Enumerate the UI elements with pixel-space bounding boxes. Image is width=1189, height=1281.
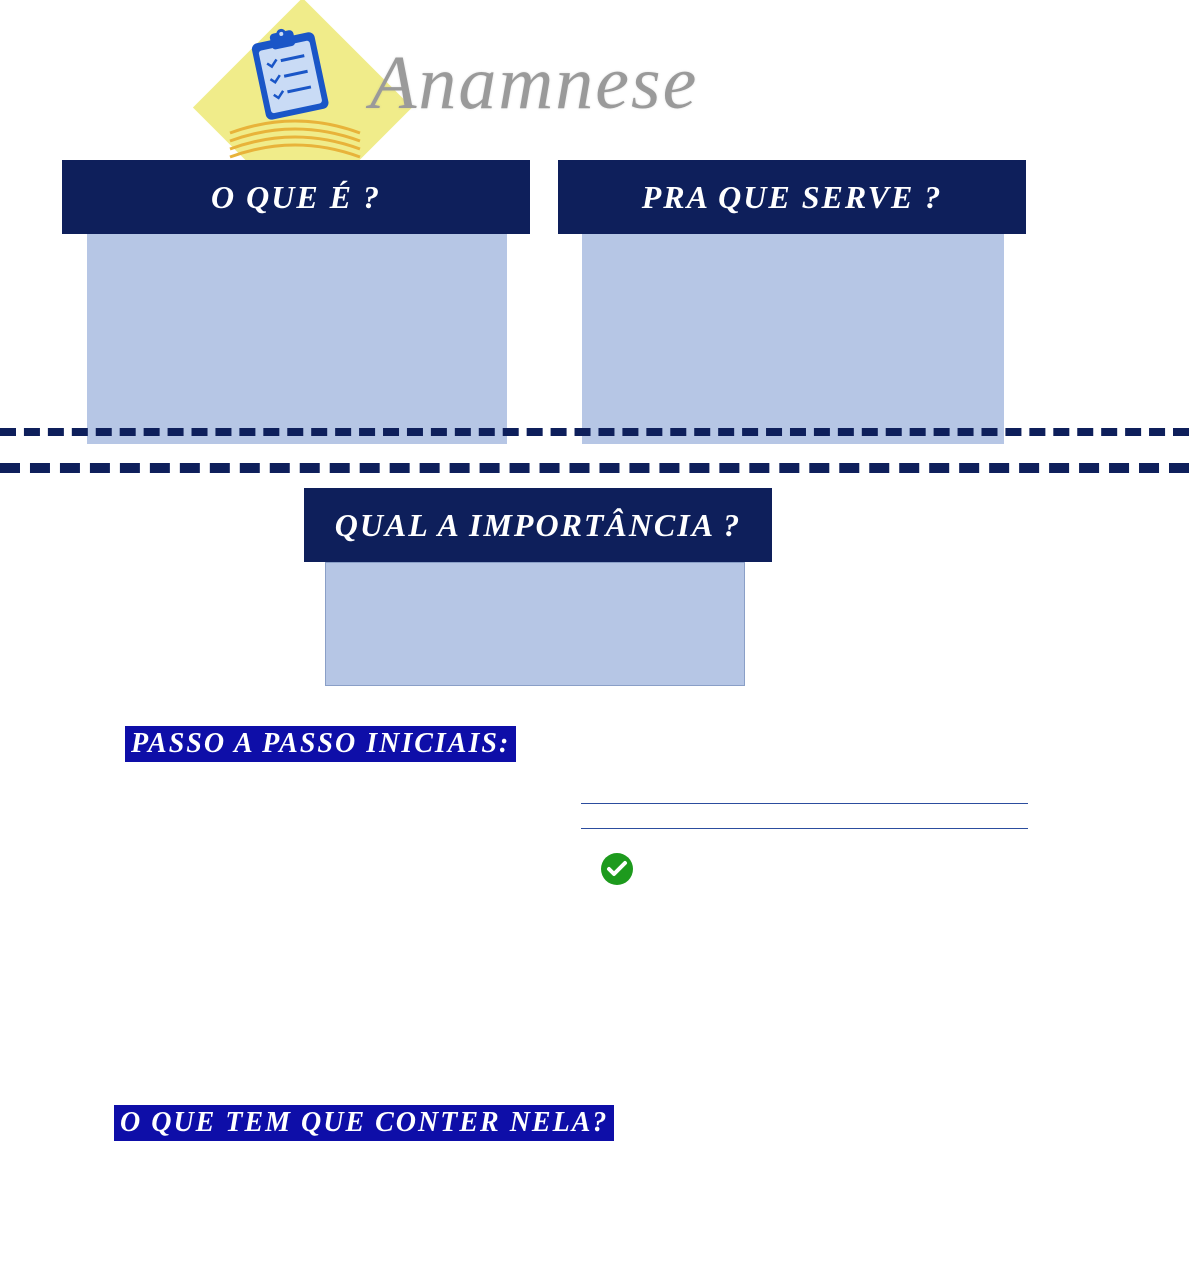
header-what-for: PRA QUE SERVE ? bbox=[558, 160, 1026, 234]
header-what-for-label: PRA QUE SERVE ? bbox=[642, 179, 943, 216]
underline-1 bbox=[581, 803, 1028, 804]
header-importance-label: QUAL A IMPORTÂNCIA ? bbox=[335, 507, 742, 544]
steps-label: PASSO A PASSO INICIAIS: bbox=[125, 726, 516, 762]
header-importance: QUAL A IMPORTÂNCIA ? bbox=[304, 488, 772, 562]
header-what-is: O QUE É ? bbox=[62, 160, 530, 234]
content-what-is bbox=[87, 234, 507, 444]
content-what-for bbox=[582, 234, 1004, 444]
divider-dash-2 bbox=[0, 463, 1189, 473]
logo-area: Anamnese bbox=[195, 0, 745, 165]
logo-arc-icon bbox=[225, 115, 365, 165]
underline-2 bbox=[581, 828, 1028, 829]
check-icon bbox=[600, 852, 634, 891]
divider-dash-1 bbox=[0, 428, 1189, 436]
content-importance bbox=[325, 562, 745, 686]
main-title: Anamnese bbox=[370, 40, 698, 127]
contents-label: O QUE TEM QUE CONTER NELA? bbox=[114, 1105, 614, 1141]
header-what-is-label: O QUE É ? bbox=[211, 179, 381, 216]
